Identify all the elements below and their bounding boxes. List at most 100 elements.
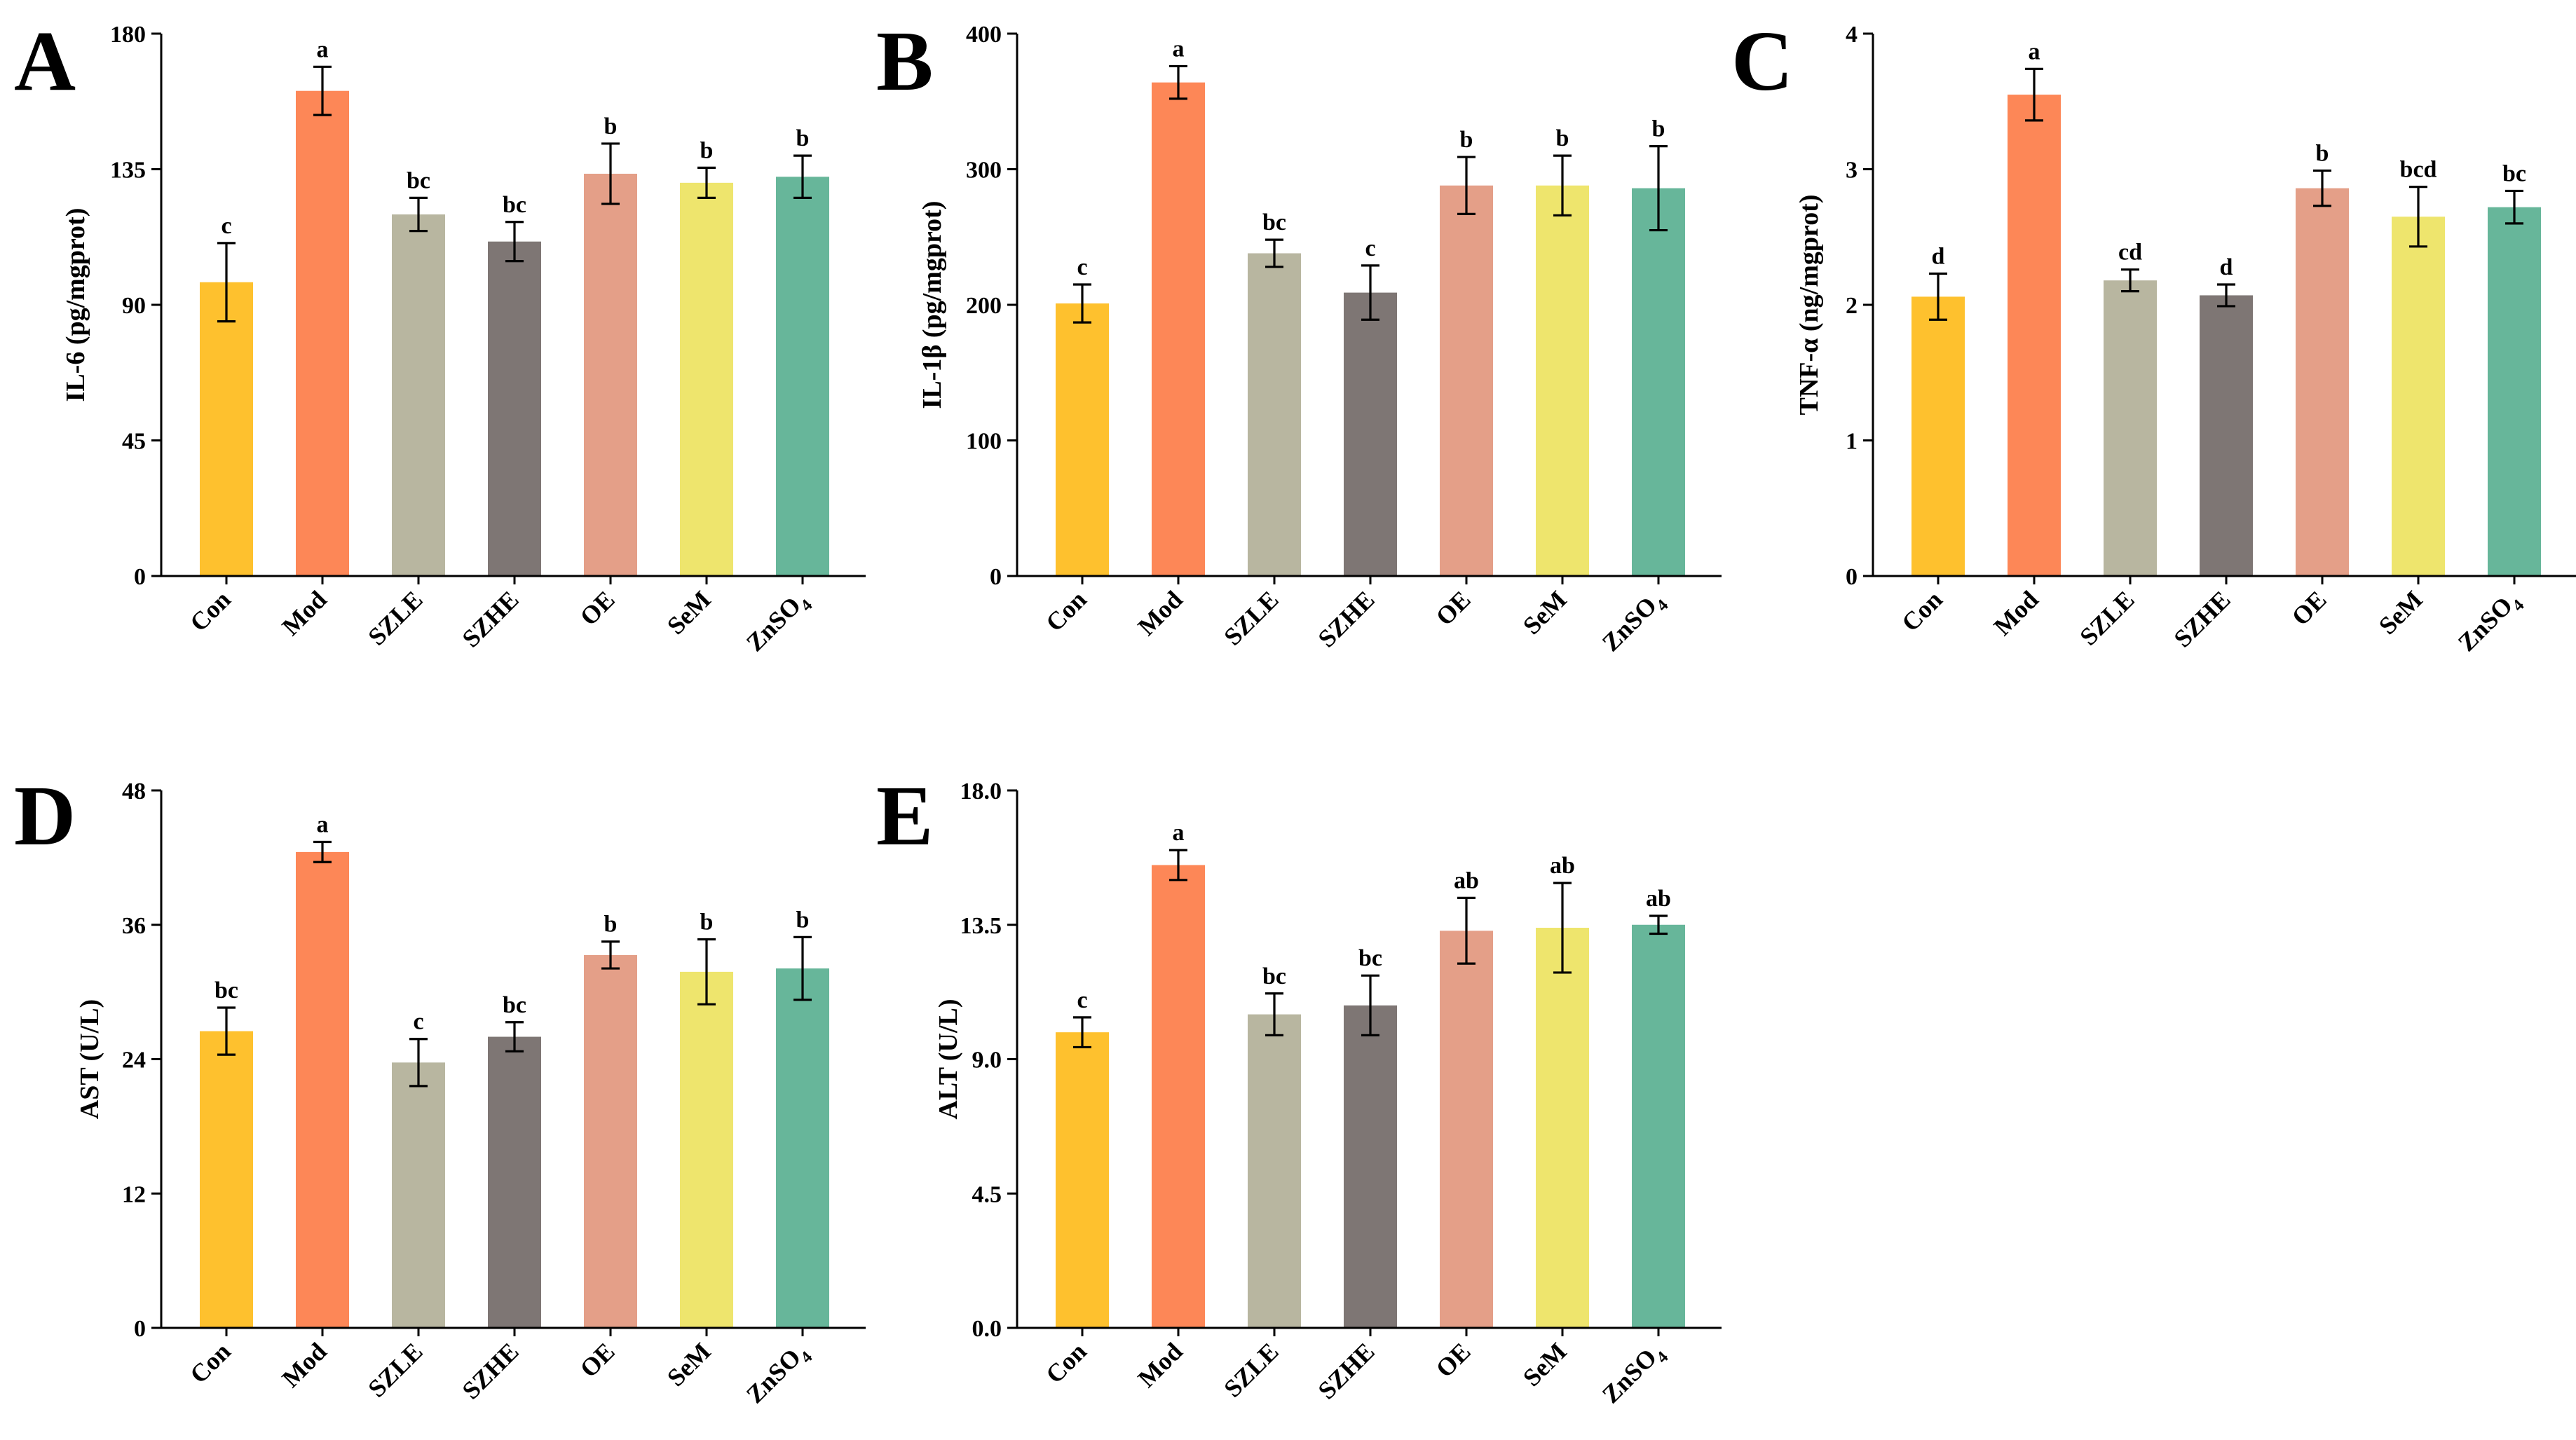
y-tick-label: 0 — [134, 564, 146, 590]
significance-label: b — [796, 907, 810, 933]
significance-label: bc — [407, 167, 430, 193]
panel-c: Cd Con a Mod cd SZLE d SZHE b OE bcd SeM bc ZnSO4 0 1 2 3… — [1731, 14, 2576, 657]
y-axis-title: IL-6 (pg/mgprot) — [61, 208, 90, 402]
significance-label: d — [2220, 254, 2233, 280]
bar-znso4 — [776, 968, 829, 1328]
significance-label: c — [1077, 254, 1087, 280]
significance-label: bc — [1262, 964, 1286, 989]
bar-oe — [2296, 188, 2349, 577]
category-label-szle: SZLE — [362, 585, 428, 650]
significance-label: a — [1173, 820, 1185, 846]
error-bar — [505, 1021, 524, 1052]
error-bar — [601, 940, 620, 970]
bar-con — [200, 282, 253, 576]
category-label-znso4: ZnSO4 — [1597, 585, 1672, 661]
error-bar — [2217, 283, 2235, 308]
bar-sem — [680, 971, 733, 1328]
panel-e: Ec Con a Mod bc SZLE bc SZHE ab OE ab SeM ab ZnSO4 0.0… — [876, 769, 1722, 1413]
significance-label: b — [1460, 127, 1473, 153]
error-bar — [697, 938, 716, 1006]
error-bar — [2409, 186, 2427, 248]
bar-mod — [1152, 82, 1205, 576]
y-tick-label: 0 — [1846, 564, 1858, 590]
panel-letter: C — [1731, 14, 1793, 109]
bar-mod — [2008, 95, 2061, 576]
error-bar — [2313, 169, 2331, 207]
error-bar — [793, 935, 812, 1001]
bar-con — [1056, 1032, 1109, 1328]
significance-label: c — [1077, 987, 1087, 1013]
bar-szhe — [1344, 292, 1397, 576]
error-bar — [697, 166, 716, 199]
significance-label: b — [1652, 116, 1665, 142]
category-label-sem: SeM — [1518, 1337, 1572, 1392]
category-label-con: Con — [184, 1337, 236, 1389]
error-bar — [313, 65, 332, 116]
category-label-szle: SZLE — [2074, 585, 2139, 650]
error-bar — [2025, 67, 2043, 122]
error-bar — [409, 196, 428, 233]
error-bar — [1361, 264, 1379, 321]
error-bar — [1649, 914, 1668, 935]
error-bar — [601, 142, 620, 205]
y-tick-label: 300 — [966, 158, 1002, 184]
y-tick-label: 48 — [122, 779, 146, 804]
bar-znso4 — [1632, 188, 1685, 577]
category-label-szle: SZLE — [362, 1337, 428, 1402]
bar-znso4 — [1632, 924, 1685, 1328]
y-tick-label: 0 — [134, 1316, 146, 1342]
error-bar — [1649, 145, 1668, 232]
bar-mod — [1152, 865, 1205, 1328]
category-label-znso4: ZnSO4 — [1597, 1337, 1672, 1413]
y-tick-label: 0.0 — [972, 1316, 1002, 1342]
y-axis-title: AST (U/L) — [75, 999, 104, 1119]
significance-label: cd — [2118, 240, 2142, 266]
error-bar — [1457, 896, 1476, 965]
error-bar — [1169, 849, 1187, 882]
category-label-con: Con — [1040, 585, 1092, 637]
bar-sem — [680, 182, 733, 577]
error-bar — [1929, 272, 1947, 321]
error-bar — [793, 154, 812, 199]
y-axis-title: TNF-α (ng/mgprot) — [1794, 195, 1824, 416]
bar-znso4 — [2488, 207, 2541, 576]
category-label-szle: SZLE — [1218, 585, 1283, 650]
category-label-con: Con — [1896, 585, 1948, 637]
panel-letter: A — [14, 14, 76, 109]
category-label-oe: OE — [575, 585, 620, 631]
error-bar — [1553, 882, 1572, 974]
error-bar — [1553, 154, 1572, 217]
bar-oe — [584, 173, 637, 576]
significance-label: b — [604, 912, 618, 938]
category-label-sem: SeM — [662, 585, 716, 640]
bar-szle — [2104, 280, 2157, 576]
panel-d: Dbc Con a Mod c SZLE bc SZHE b OE b SeM b ZnSO4 0 12 24 3… — [14, 769, 866, 1408]
category-label-szhe: SZHE — [456, 1337, 524, 1404]
significance-label: bc — [2502, 160, 2526, 186]
category-label-sem: SeM — [662, 1337, 716, 1392]
error-bar — [313, 840, 332, 863]
bar-szle — [1248, 1014, 1301, 1328]
bar-con — [1911, 296, 1965, 576]
panel-a: Ac Con a Mod bc SZLE bc SZHE b OE b SeM b ZnSO4 0 45 90 1… — [14, 14, 866, 657]
bar-sem — [1536, 185, 1589, 577]
panel-letter: D — [14, 769, 76, 863]
bar-con — [1056, 303, 1109, 576]
error-bar — [1265, 992, 1283, 1037]
category-label-oe: OE — [2287, 585, 2332, 631]
category-label-oe: OE — [575, 1337, 620, 1383]
category-label-mod: Mod — [276, 1337, 332, 1392]
category-label-szhe: SZHE — [1312, 1337, 1379, 1404]
significance-label: bc — [1358, 945, 1382, 971]
category-label-con: Con — [184, 585, 236, 637]
bar-szhe — [488, 241, 541, 576]
significance-label: d — [1932, 243, 1945, 269]
y-tick-label: 4.5 — [972, 1181, 1002, 1207]
category-label-sem: SeM — [2373, 585, 2428, 640]
significance-label: a — [1173, 36, 1185, 62]
y-tick-label: 0 — [990, 564, 1002, 590]
significance-label: bc — [214, 978, 238, 1003]
y-tick-label: 1 — [1846, 429, 1858, 455]
bar-sem — [2392, 217, 2445, 577]
